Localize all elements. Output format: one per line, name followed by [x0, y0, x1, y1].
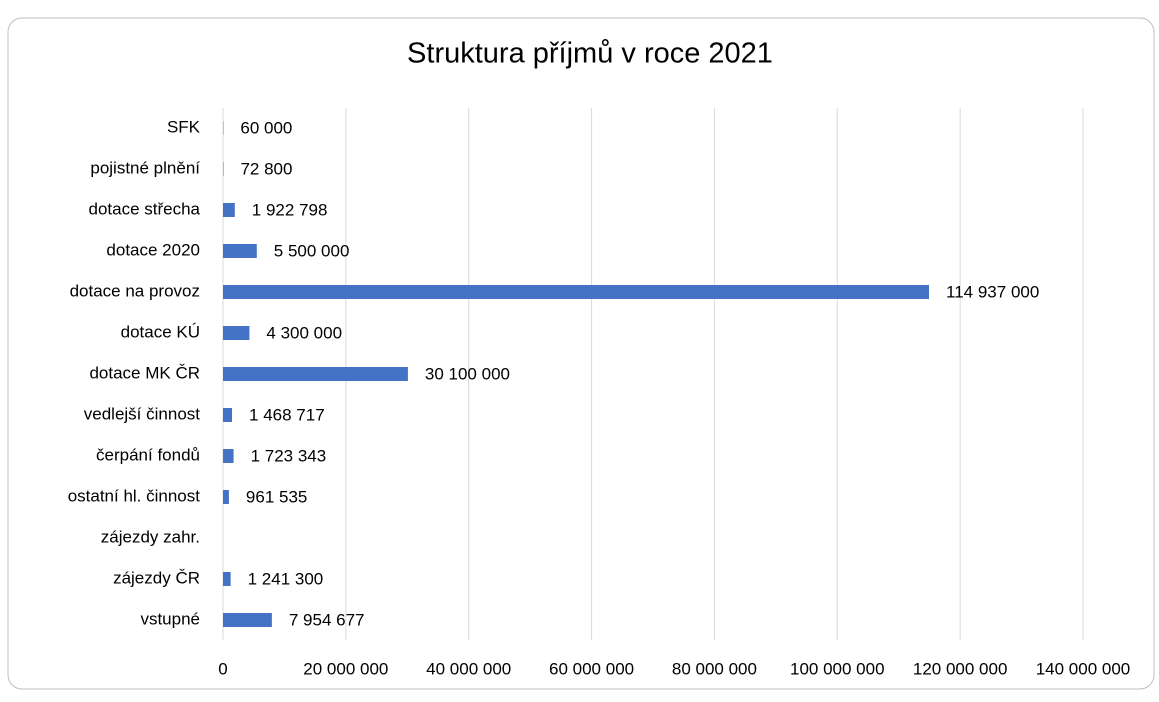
bar [223, 613, 272, 627]
bar [223, 203, 235, 217]
y-tick-label: čerpání fondů [96, 445, 200, 464]
value-label: 72 800 [240, 159, 292, 178]
y-tick-label: SFK [167, 117, 201, 136]
bar [223, 490, 229, 504]
y-tick-label: vstupné [140, 609, 200, 628]
x-tick-label: 20 000 000 [303, 659, 388, 678]
x-tick-label: 120 000 000 [913, 659, 1008, 678]
bar [223, 449, 234, 463]
value-label: 1 723 343 [251, 446, 327, 465]
value-label: 30 100 000 [425, 364, 510, 383]
y-tick-label: zájezdy ČR [113, 568, 200, 587]
y-tick-label: ostatní hl. činnost [68, 486, 201, 505]
x-tick-label: 100 000 000 [790, 659, 885, 678]
bar [223, 408, 232, 422]
bar [223, 326, 249, 340]
value-label: 7 954 677 [289, 610, 365, 629]
bar [223, 367, 408, 381]
y-tick-label: dotace střecha [88, 199, 200, 218]
y-tick-label: dotace MK ČR [89, 363, 200, 382]
y-tick-label: zájezdy zahr. [101, 527, 200, 546]
bar [223, 572, 231, 586]
bar [223, 244, 257, 258]
x-tick-label: 140 000 000 [1036, 659, 1131, 678]
x-tick-label: 0 [218, 659, 227, 678]
value-label: 60 000 [240, 118, 292, 137]
value-label: 4 300 000 [266, 323, 342, 342]
y-tick-label: vedlejší činnost [84, 404, 201, 423]
value-label: 114 937 000 [946, 282, 1039, 301]
value-label: 961 535 [246, 487, 307, 506]
y-tick-label: dotace na provoz [70, 281, 200, 300]
value-label: 5 500 000 [274, 241, 350, 260]
x-tick-label: 80 000 000 [672, 659, 757, 678]
value-label: 1 241 300 [248, 569, 324, 588]
bar [223, 285, 929, 299]
y-tick-label: dotace KÚ [121, 322, 200, 341]
y-tick-label: pojistné plnění [90, 158, 200, 177]
y-tick-label: dotace 2020 [106, 240, 200, 259]
x-tick-label: 60 000 000 [549, 659, 634, 678]
value-label: 1 468 717 [249, 405, 325, 424]
value-label: 1 922 798 [252, 200, 328, 219]
chart-title: Struktura příjmů v roce 2021 [407, 38, 773, 70]
x-tick-label: 40 000 000 [426, 659, 511, 678]
